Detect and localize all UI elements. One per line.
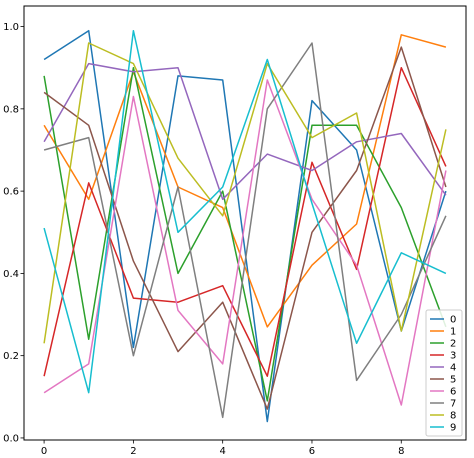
legend-label-9: 9: [450, 423, 456, 434]
legend-label-5: 5: [450, 375, 456, 386]
axes: 0 2 4 6 8 0.0 0.2 0.4 0.6 0.8 1.0: [3, 22, 404, 457]
y-tick-label: 0.6: [3, 187, 19, 198]
series-4-line: [43, 62, 447, 201]
legend-label-3: 3: [450, 351, 456, 362]
legend-label-6: 6: [450, 387, 456, 398]
legend-label-7: 7: [450, 399, 456, 410]
legend-label-1: 1: [450, 327, 456, 338]
x-tick-label: 4: [219, 446, 225, 457]
series-5-line: [43, 46, 447, 410]
y-tick-label: 0.8: [3, 104, 19, 115]
series-0-line: [43, 29, 447, 423]
y-tick-label: 0.0: [3, 433, 19, 444]
series-layer: [43, 29, 447, 423]
x-tick-label: 8: [398, 446, 404, 457]
series-8-line: [43, 42, 447, 344]
series-9-line: [43, 29, 447, 394]
legend-label-2: 2: [450, 339, 456, 350]
series-3-line: [43, 66, 447, 377]
x-tick-label: 6: [309, 446, 315, 457]
legend-label-4: 4: [450, 363, 456, 374]
legend-label-0: 0: [450, 315, 456, 326]
legend-label-8: 8: [450, 411, 456, 422]
x-tick-label: 0: [41, 446, 47, 457]
x-tick-label: 2: [130, 446, 136, 457]
series-2-line: [43, 66, 447, 402]
y-tick-label: 1.0: [3, 22, 19, 33]
series-6-line: [43, 79, 447, 406]
series-7-line: [43, 42, 447, 419]
plot-area-frame: [23, 5, 467, 441]
y-tick-label: 0.4: [3, 269, 19, 280]
y-tick-label: 0.2: [3, 351, 19, 362]
legend-box: [425, 309, 463, 437]
